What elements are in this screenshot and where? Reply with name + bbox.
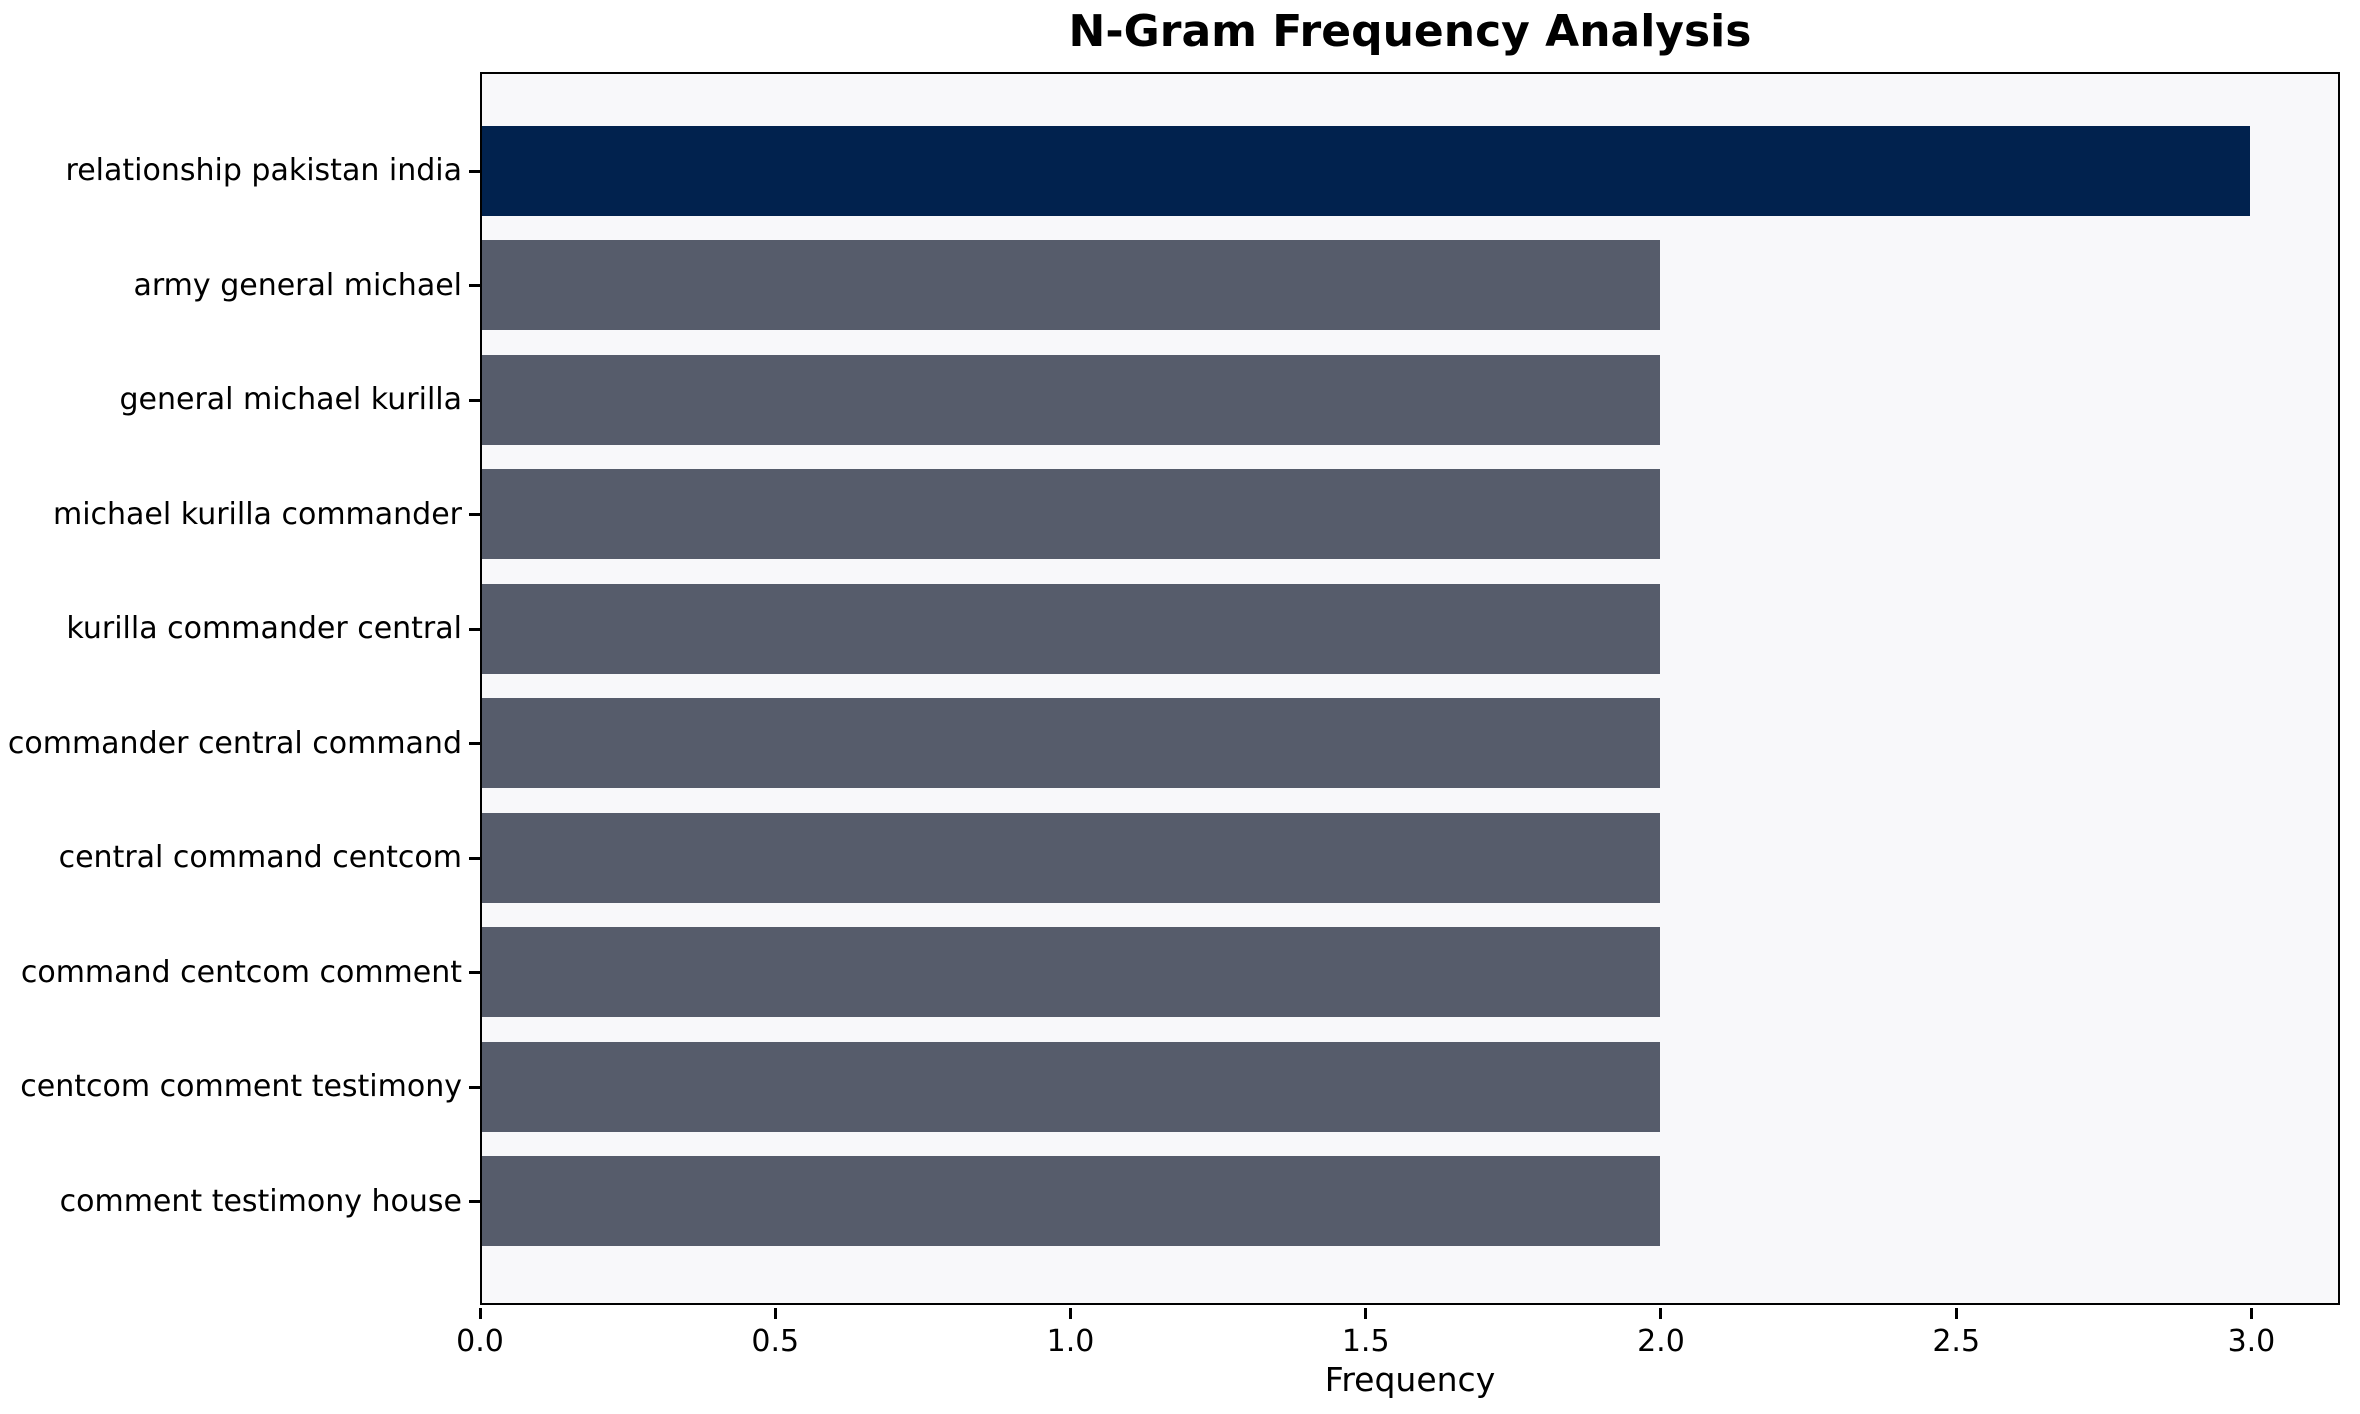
x-tick-label: 2.0 [1637,1324,1685,1359]
x-tick-mark [1068,1307,1072,1319]
bar-michael-kurilla-commander [482,469,1661,559]
bar-commander-central-command [482,698,1661,788]
x-tick-label: 0.5 [751,1324,800,1359]
y-tick-label: general michael kurilla [119,382,462,417]
bar-kurilla-commander-central [482,583,1661,674]
y-tick-label: army general michael [133,267,462,303]
x-tick-mark [773,1307,777,1319]
x-tick-mark [1954,1307,1958,1319]
x-tick-label: 3.0 [2227,1324,2276,1359]
x-tick-label: 1.5 [1341,1324,1390,1359]
bar-centcom-comment-testimony [482,1041,1661,1132]
y-tick-mark [469,513,480,516]
y-tick-label: command centcom comment [20,954,462,990]
y-tick-mark [469,1200,480,1203]
bar-comment-testimony-house [482,1156,1661,1246]
bar-command-centcom-comment [482,927,1661,1017]
y-tick-mark [469,398,480,402]
x-axis-title: Frequency [1324,1360,1496,1399]
y-tick-label: centcom comment testimony [20,1069,462,1104]
y-tick-mark [469,169,480,173]
x-tick-label: 1.0 [1046,1324,1095,1359]
y-tick-label: michael kurilla commander [52,496,462,532]
x-tick-mark [1659,1307,1663,1319]
x-tick-mark [1364,1307,1368,1319]
bar-general-michael-kurilla [482,354,1661,445]
y-tick-mark [469,627,480,631]
x-tick-mark [478,1307,482,1319]
bar-central-command-centcom [482,812,1661,903]
bar-army-general-michael [482,240,1661,330]
y-tick-label: central command centcom [58,840,462,875]
x-tick-label: 0.0 [456,1324,504,1359]
plot-area [480,72,2340,1305]
y-tick-label: comment testimony house [59,1183,462,1219]
bar-relationship-pakistan-india [482,125,2250,216]
y-tick-label: kurilla commander central [66,611,462,646]
y-tick-mark [469,284,480,287]
y-tick-mark [469,971,480,974]
chart-title: N-Gram Frequency Analysis [1068,6,1752,57]
y-tick-label: relationship pakistan india [65,153,462,188]
x-tick-label: 2.5 [1932,1324,1981,1359]
y-tick-label: commander central command [7,725,462,761]
x-tick-mark [2249,1307,2253,1319]
y-tick-mark [469,856,480,860]
y-axis-labels: relationship pakistan india army general … [0,72,462,1305]
y-tick-mark [469,742,480,745]
y-tick-mark [469,1085,480,1089]
